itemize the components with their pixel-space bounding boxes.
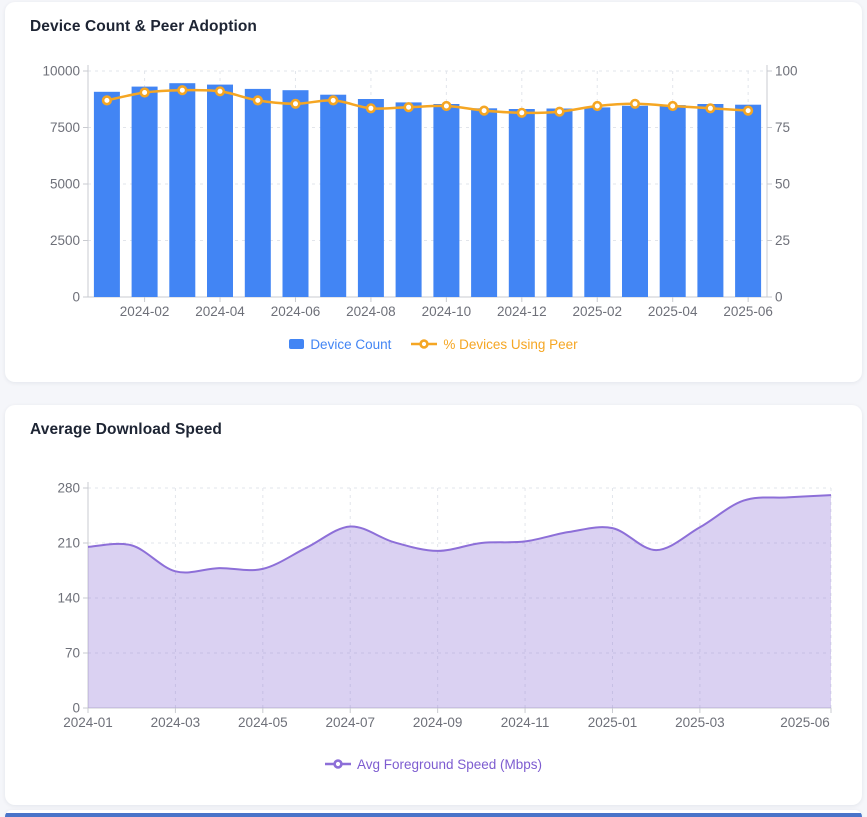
bar-series-swatch-icon bbox=[289, 339, 305, 349]
download-speed-chart-legend: Avg Foreground Speed (Mbps) bbox=[5, 753, 862, 775]
x-axis-tick-label: 2024-05 bbox=[238, 715, 288, 730]
chart-title-download-speed: Average Download Speed bbox=[30, 421, 222, 438]
right-axis-tick-label: 0 bbox=[775, 290, 783, 305]
x-axis-tick-label: 2025-04 bbox=[648, 304, 698, 319]
line-point[interactable] bbox=[177, 85, 188, 96]
legend-label: Avg Foreground Speed (Mbps) bbox=[356, 756, 543, 772]
x-axis-tick-label: 2024-12 bbox=[497, 304, 547, 319]
line-point[interactable] bbox=[252, 95, 263, 106]
x-axis-tick-label: 2024-01 bbox=[63, 715, 113, 730]
x-axis-tick-label: 2025-03 bbox=[675, 715, 725, 730]
y-axis-tick-label: 280 bbox=[57, 481, 80, 496]
device-count-chart-legend: Device Count % Devices Using Peer bbox=[5, 333, 862, 355]
device-count-bar[interactable] bbox=[131, 86, 158, 297]
device-count-bar[interactable] bbox=[433, 104, 460, 297]
right-axis-tick-label: 25 bbox=[775, 233, 790, 248]
device-count-bar[interactable] bbox=[169, 83, 196, 297]
y-axis-tick-label: 140 bbox=[57, 591, 80, 606]
x-axis-tick-label: 2024-04 bbox=[195, 304, 245, 319]
peer-percpeople-line bbox=[106, 88, 749, 115]
line-point[interactable] bbox=[629, 98, 641, 109]
device-count-bar[interactable] bbox=[357, 99, 384, 297]
line-series-swatch-icon bbox=[411, 337, 438, 351]
device-count-bar[interactable] bbox=[207, 84, 233, 297]
device-count-bar[interactable] bbox=[546, 108, 573, 298]
line-point[interactable] bbox=[139, 87, 150, 98]
line-series-swatch-icon bbox=[324, 757, 351, 771]
line-point[interactable] bbox=[516, 107, 527, 118]
device-count-bars bbox=[93, 83, 762, 298]
line-point[interactable] bbox=[479, 105, 490, 116]
x-axis-tick-label: 2024-02 bbox=[120, 304, 170, 319]
line-point[interactable] bbox=[101, 95, 112, 106]
x-axis-tick-label: 2024-08 bbox=[346, 304, 396, 319]
line-point[interactable] bbox=[705, 103, 716, 114]
line-point[interactable] bbox=[214, 86, 226, 97]
partial-next-card bbox=[5, 810, 862, 817]
legend-item-percent-devices-using-peer[interactable]: % Devices Using Peer bbox=[411, 336, 578, 352]
legend-label: Device Count bbox=[310, 336, 392, 352]
device-count-bar[interactable] bbox=[244, 88, 271, 298]
speed-line bbox=[87, 494, 832, 574]
device-count-bar[interactable] bbox=[93, 91, 120, 297]
left-axis-tick-label: 2500 bbox=[50, 233, 80, 248]
device-count-bar[interactable] bbox=[622, 105, 648, 297]
device-count-bar[interactable] bbox=[659, 105, 686, 297]
x-axis-tick-label: 2024-06 bbox=[271, 304, 321, 319]
average-download-speed-chart: 0 70 140 210 280 2024-01 2024-03 2024-05 2024-07… bbox=[57, 481, 832, 730]
device-count-bar[interactable] bbox=[395, 102, 422, 298]
line-point[interactable] bbox=[441, 100, 452, 112]
legend-label: % Devices Using Peer bbox=[443, 336, 578, 352]
legend-item-avg-foreground-speed[interactable]: Avg Foreground Speed (Mbps) bbox=[324, 756, 543, 772]
x-axis-tick-label: 2024-03 bbox=[151, 715, 201, 730]
legend-item-device-count[interactable]: Device Count bbox=[289, 337, 391, 352]
peer-percent-markers bbox=[101, 85, 754, 118]
download-speed-card: Average Download Speed 0 70 140 210 280 2024-… bbox=[5, 405, 862, 805]
line-point[interactable] bbox=[328, 95, 339, 106]
x-axis-tick-label: 2024-07 bbox=[325, 715, 375, 730]
line-point[interactable] bbox=[742, 105, 754, 116]
left-axis-tick-label: 10000 bbox=[42, 64, 80, 79]
right-axis-tick-label: 50 bbox=[775, 177, 790, 192]
x-axis-tick-label: 2025-01 bbox=[588, 715, 638, 730]
left-axis-tick-label: 7500 bbox=[50, 120, 80, 135]
right-axis-tick-label: 75 bbox=[775, 120, 790, 135]
x-axis-tick-label: 2024-09 bbox=[413, 715, 463, 730]
y-axis-tick-label: 0 bbox=[72, 701, 80, 716]
line-point[interactable] bbox=[290, 98, 301, 109]
line-point[interactable] bbox=[592, 100, 603, 112]
partial-chart-strip bbox=[5, 813, 862, 817]
x-axis-tick-label: 2025-06 bbox=[780, 715, 830, 730]
y-axis-tick-label: 210 bbox=[57, 536, 80, 551]
left-axis-tick-label: 5000 bbox=[50, 177, 80, 192]
line-point[interactable] bbox=[554, 106, 565, 117]
speed-area-fill[interactable] bbox=[88, 495, 831, 708]
x-axis-tick-label: 2025-02 bbox=[572, 304, 622, 319]
line-point[interactable] bbox=[403, 102, 414, 113]
device-count-bar[interactable] bbox=[584, 107, 611, 298]
device-count-card: Device Count & Peer Adoption 0 2500 5000 75… bbox=[5, 2, 862, 382]
device-count-bar[interactable] bbox=[320, 94, 347, 297]
x-axis-tick-label: 2024-10 bbox=[422, 304, 472, 319]
right-axis-tick-label: 100 bbox=[775, 64, 798, 79]
x-axis-tick-label: 2024-11 bbox=[501, 715, 550, 730]
device-count-bar[interactable] bbox=[735, 104, 762, 297]
x-axis-tick-label: 2025-06 bbox=[723, 304, 773, 319]
y-axis-tick-label: 70 bbox=[65, 646, 80, 661]
device-count-bar[interactable] bbox=[697, 104, 724, 297]
device-count-bar[interactable] bbox=[471, 108, 498, 297]
device-count-bar[interactable] bbox=[508, 109, 535, 297]
chart-title-device-count: Device Count & Peer Adoption bbox=[30, 18, 257, 35]
device-count-bar[interactable] bbox=[282, 90, 309, 297]
line-point[interactable] bbox=[365, 103, 377, 114]
left-axis-tick-label: 0 bbox=[72, 290, 80, 305]
device-count-peer-adoption-chart: 0 2500 5000 7500 10000 0 25 50 75 100 2024-02 2024-… bbox=[42, 64, 798, 320]
line-point[interactable] bbox=[667, 100, 678, 112]
